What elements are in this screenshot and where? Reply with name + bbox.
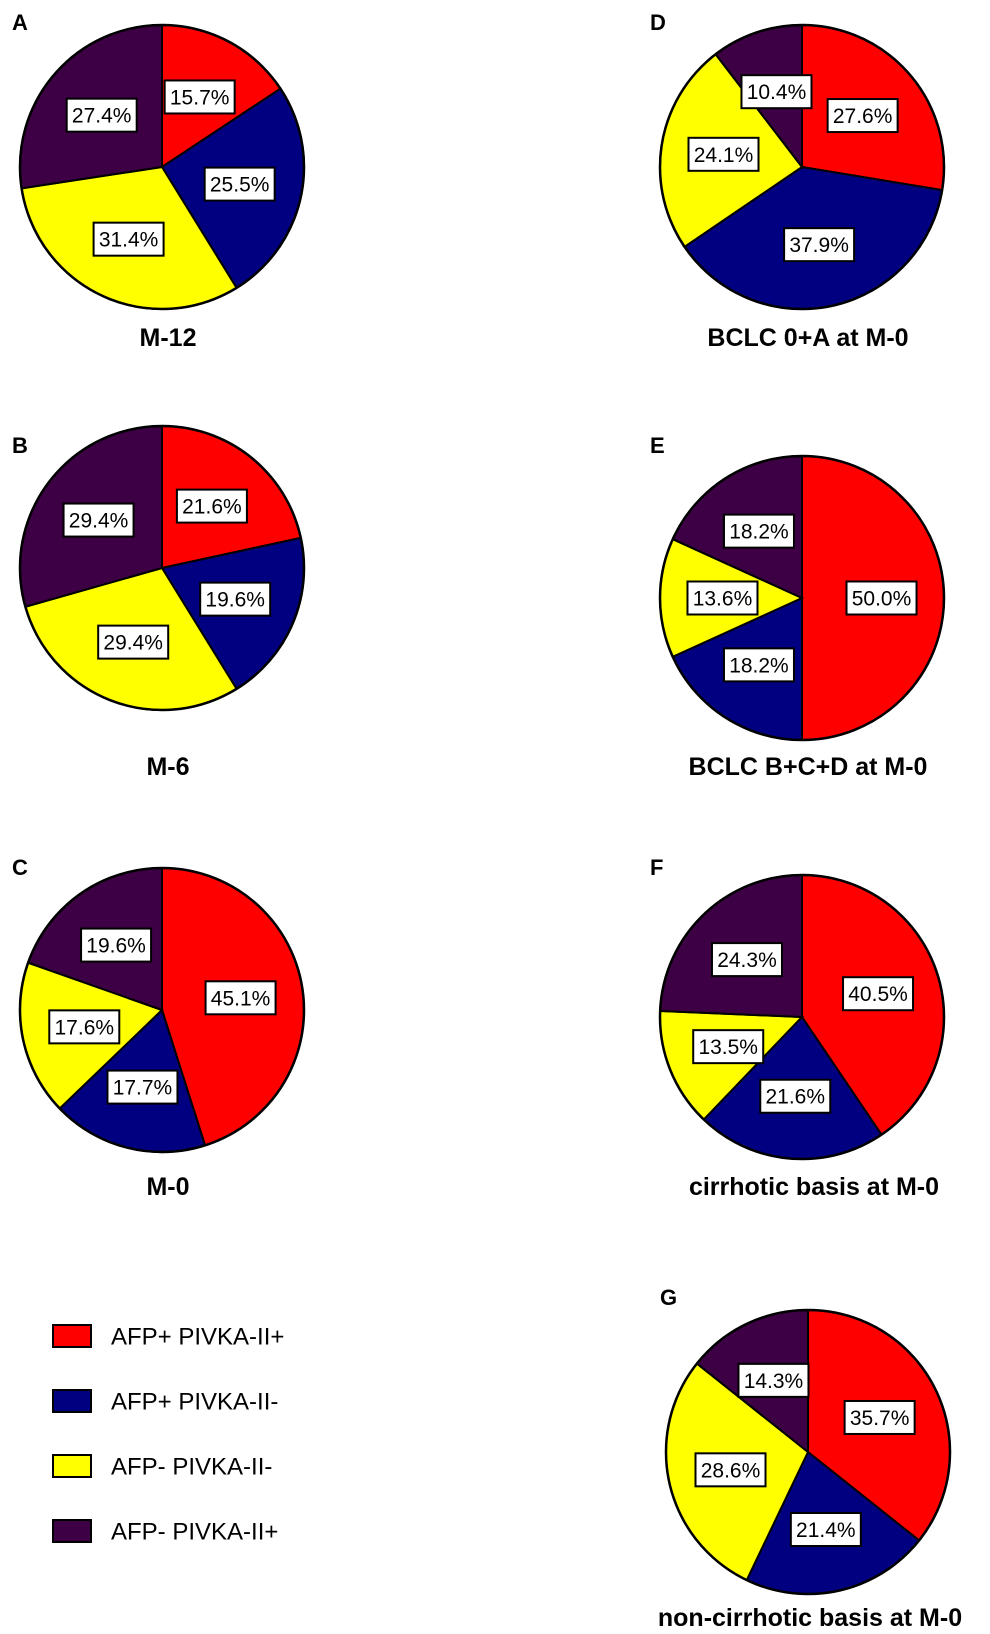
data-label-box <box>65 97 138 133</box>
data-label: 24.1% <box>694 144 754 167</box>
data-label: 25.5% <box>210 174 270 197</box>
panel-title-g: non-cirrhotic basis at M-0 <box>658 1604 962 1632</box>
data-label: 13.6% <box>693 588 753 611</box>
pie-outline <box>18 23 306 311</box>
data-label: 27.4% <box>72 105 132 128</box>
pie-outline <box>658 23 946 311</box>
data-label: 17.7% <box>113 1077 173 1100</box>
data-label-box <box>204 980 277 1016</box>
data-label: 29.4% <box>103 632 163 655</box>
data-label: 19.6% <box>205 589 265 612</box>
legend-label: AFP+ PIVKA-II- <box>111 1389 278 1416</box>
panel-title-e: BCLC B+C+D at M-0 <box>689 753 928 781</box>
data-label-box <box>692 1029 765 1065</box>
data-label-box <box>97 624 170 660</box>
pie-panel-e: E 50.0% 18.2% 13.6% 18.2% BCLC B+C+D at M-0 <box>650 433 946 781</box>
data-label-box <box>710 942 783 978</box>
data-label-box <box>199 581 272 617</box>
legend-label: AFP- PIVKA-II+ <box>111 1519 278 1546</box>
pie-outline <box>658 454 946 742</box>
pie-outline <box>18 424 306 712</box>
legend-label: AFP- PIVKA-II- <box>111 1454 272 1481</box>
data-label-box <box>80 927 153 963</box>
data-label: 18.2% <box>729 654 789 677</box>
data-label-box <box>842 976 915 1012</box>
data-label: 28.6% <box>701 1459 761 1482</box>
data-label-box <box>845 580 918 616</box>
pie-outline <box>18 866 306 1154</box>
data-label: 45.1% <box>211 987 271 1010</box>
data-label-box <box>843 1399 916 1435</box>
data-label-box <box>759 1078 832 1114</box>
data-label-box <box>106 1069 179 1105</box>
data-label: 50.0% <box>852 588 912 611</box>
data-label-box <box>687 136 760 172</box>
pie-panel-f: F 40.5% 21.6% 13.5% 24.3% cirrhotic basis at … <box>650 855 946 1201</box>
data-label-box <box>163 79 236 115</box>
data-label-box <box>722 647 795 683</box>
panel-letter-g: G <box>660 1285 677 1310</box>
legend-swatch <box>52 1389 92 1413</box>
pie-panel-d: D 27.6% 37.9% 24.1% 10.4% BCLC 0+A at M-0 <box>650 10 946 352</box>
data-label: 27.6% <box>833 105 893 128</box>
data-label: 29.4% <box>69 510 129 533</box>
data-label: 14.3% <box>744 1370 804 1393</box>
data-label: 17.6% <box>55 1016 115 1039</box>
data-label: 10.4% <box>747 81 807 104</box>
data-label-box <box>48 1009 121 1045</box>
data-label: 24.3% <box>717 949 777 972</box>
panel-letter-b: B <box>12 433 28 458</box>
data-label-box <box>722 513 795 549</box>
data-label-box <box>694 1452 767 1488</box>
legend-label: AFP+ PIVKA-II+ <box>111 1324 284 1351</box>
data-label: 21.4% <box>796 1519 856 1542</box>
data-label-box <box>789 1511 862 1547</box>
data-label-box <box>92 221 165 257</box>
panel-title-b: M-6 <box>146 753 189 781</box>
panel-letter-a: A <box>12 10 28 35</box>
data-label-box <box>826 98 899 134</box>
data-label: 21.6% <box>765 1086 825 1109</box>
legend-swatch <box>52 1324 92 1348</box>
panel-letter-c: C <box>12 855 28 880</box>
data-label-box <box>783 227 856 263</box>
data-label: 37.9% <box>789 234 849 257</box>
data-label: 21.6% <box>182 496 242 519</box>
panel-title-d: BCLC 0+A at M-0 <box>707 324 908 352</box>
data-label: 15.7% <box>170 86 230 109</box>
pie-panel-c: C 45.1% 17.7% 17.6% 19.6% M-0 <box>12 855 306 1201</box>
data-label-box <box>740 74 813 110</box>
legend: AFP+ PIVKA-II+ AFP+ PIVKA-II- AFP- PIVKA-I… <box>52 1324 284 1546</box>
data-label: 19.6% <box>86 935 146 958</box>
panel-letter-f: F <box>650 855 663 880</box>
pie-panel-g: G 35.7% 21.4% 28.6% 14.3% non-cirrhotic basis… <box>658 1285 962 1632</box>
data-label-box <box>686 580 759 616</box>
panel-title-a: M-12 <box>140 324 197 352</box>
pie-panel-a: A 15.7% 25.5% 31.4% 27.4% M-12 <box>12 10 306 352</box>
pie-outline <box>658 873 946 1161</box>
legend-swatch <box>52 1519 92 1543</box>
data-label-box <box>175 488 248 524</box>
panel-letter-d: D <box>650 10 666 35</box>
data-label: 40.5% <box>848 983 908 1006</box>
panel-title-c: M-0 <box>146 1173 189 1201</box>
data-label: 35.7% <box>850 1407 910 1430</box>
data-label-box <box>737 1362 810 1398</box>
pie-outline <box>664 1308 952 1596</box>
data-label: 31.4% <box>99 229 159 252</box>
data-label-box <box>62 502 135 538</box>
data-label-box <box>203 166 276 202</box>
pie-panel-b: B 21.6% 19.6% 29.4% 29.4% M-6 <box>12 424 306 781</box>
data-label: 18.2% <box>729 521 789 544</box>
data-label: 13.5% <box>698 1036 758 1059</box>
legend-swatch <box>52 1454 92 1478</box>
panel-title-f: cirrhotic basis at M-0 <box>689 1173 939 1201</box>
panel-letter-e: E <box>650 433 665 458</box>
